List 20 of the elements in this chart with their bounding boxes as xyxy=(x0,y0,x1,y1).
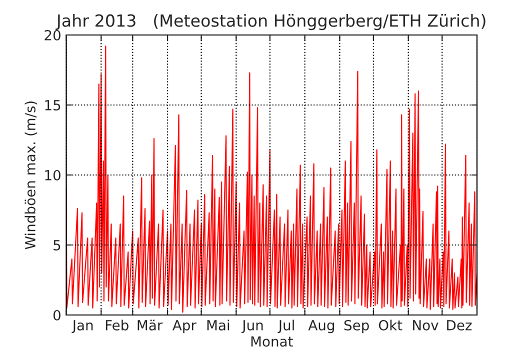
y-tick-label: 20 xyxy=(44,30,60,40)
x-tick-label: Apr xyxy=(172,320,196,334)
x-tick-label: Dez xyxy=(447,320,472,330)
x-tick-label: Feb xyxy=(106,320,128,330)
y-tick-label: 0 xyxy=(53,310,60,320)
x-tick-label: Jun xyxy=(241,320,263,334)
x-tick-label: Okt xyxy=(378,320,402,330)
y-tick-label: 15 xyxy=(45,100,60,110)
y-tick-label: 5 xyxy=(54,240,60,250)
x-tick-label: Jan xyxy=(72,320,93,334)
x-tick-label: Aug xyxy=(308,320,334,334)
x-tick-label: Sep xyxy=(344,320,369,334)
x-tick-label: Mai xyxy=(207,320,230,330)
x-tick-label: Mär xyxy=(138,320,163,330)
y-axis-title: Windböen max. (m/s) xyxy=(24,102,38,250)
chart-title: Jahr 2013 (Meteostation Hönggerberg/ETH Zürich) xyxy=(56,14,486,30)
x-tick-label: Nov xyxy=(413,320,438,330)
x-axis-title: Monat xyxy=(251,336,293,347)
x-tick-label: Jul xyxy=(278,320,294,334)
y-tick-label: 10 xyxy=(45,170,60,180)
